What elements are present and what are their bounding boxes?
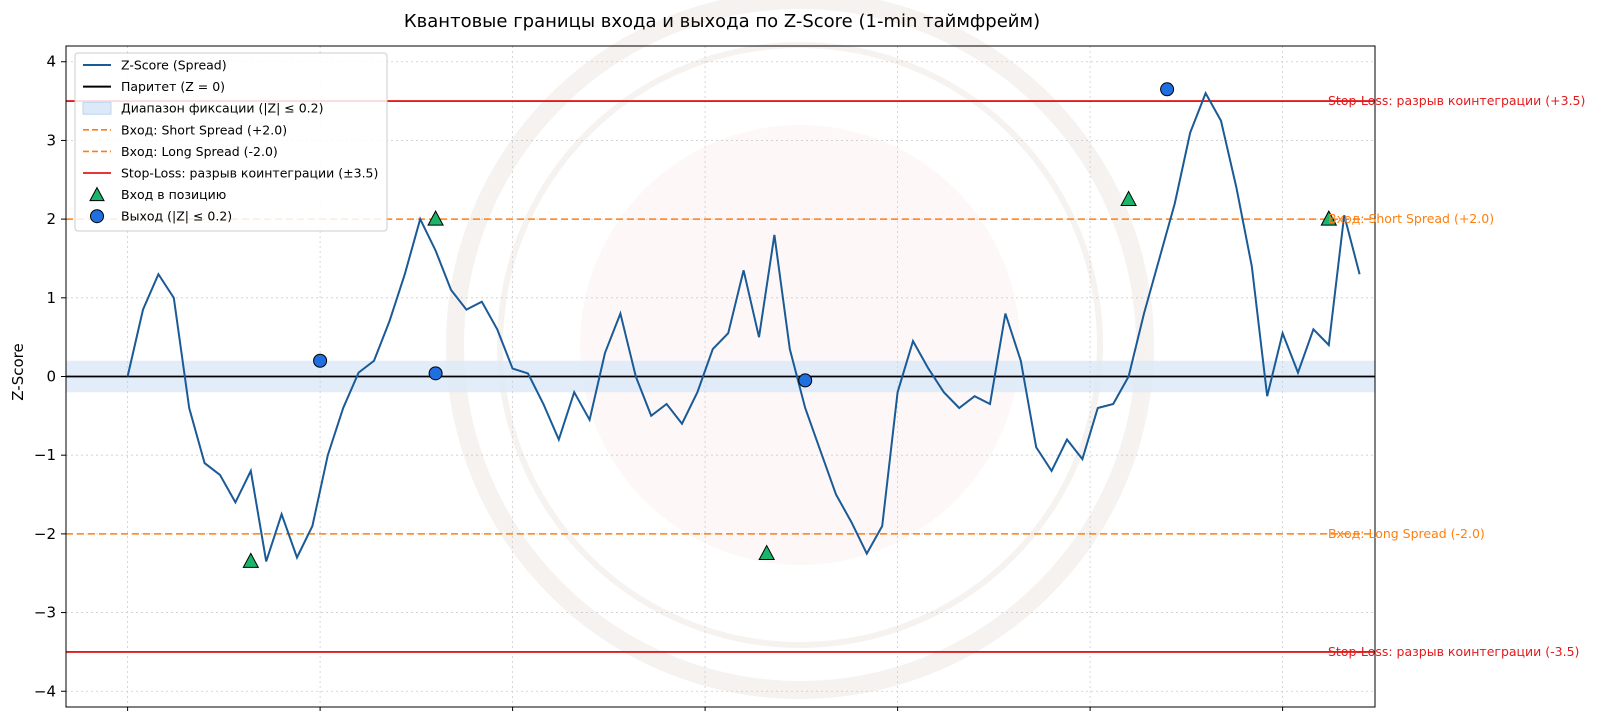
y-tick-label: −4 bbox=[34, 682, 56, 700]
legend-box bbox=[74, 52, 388, 232]
legend-label: Вход: Short Spread (+2.0) bbox=[121, 122, 287, 137]
line-annotation: Вход: Long Spread (-2.0) bbox=[1328, 526, 1485, 541]
x-axis-ticks bbox=[127, 707, 1284, 711]
markers bbox=[242, 82, 1338, 568]
legend-label: Z-Score (Spread) bbox=[121, 58, 227, 73]
y-axis-label: Z-Score bbox=[9, 343, 27, 400]
watermark-logo bbox=[446, 0, 1154, 699]
line-annotation: Stop-Loss: разрыв коинтеграции (+3.5) bbox=[1328, 93, 1585, 108]
entry-marker bbox=[1120, 190, 1137, 206]
line-annotations: Stop-Loss: разрыв коинтеграции (+3.5) Вхо… bbox=[1328, 93, 1585, 659]
y-tick-label: −3 bbox=[34, 604, 56, 622]
legend: Z-Score (Spread) Паритет (Z = 0) Диапазон … bbox=[74, 52, 388, 232]
entry-marker bbox=[758, 544, 776, 561]
legend-label: Выход (|Z| ≤ 0.2) bbox=[121, 209, 232, 224]
legend-label: Паритет (Z = 0) bbox=[121, 79, 225, 94]
y-tick-label: 1 bbox=[46, 289, 56, 307]
legend-swatch-band bbox=[82, 101, 112, 115]
exit-marker bbox=[798, 373, 813, 388]
line-annotation: Вход: Short Spread (+2.0) bbox=[1328, 211, 1494, 226]
y-tick-label: 0 bbox=[46, 368, 56, 386]
y-tick-label: −1 bbox=[34, 446, 56, 464]
entry-marker bbox=[242, 552, 260, 568]
entry-marker bbox=[427, 210, 444, 226]
exit-marker bbox=[313, 353, 328, 368]
zscore-line bbox=[126, 90, 1361, 562]
exit-marker bbox=[1160, 82, 1175, 97]
y-tick-label: 2 bbox=[46, 210, 56, 228]
legend-label: Stop-Loss: разрыв коинтеграции (±3.5) bbox=[121, 166, 378, 181]
legend-label: Вход: Long Spread (-2.0) bbox=[121, 144, 278, 159]
y-tick-label: −2 bbox=[34, 525, 56, 543]
y-axis-ticks: 4 3 2 1 0 −1 −2 −3 −4 bbox=[34, 53, 66, 700]
y-tick-label: 4 bbox=[46, 53, 56, 71]
legend-swatch-circle bbox=[90, 209, 104, 224]
legend-label: Диапазон фиксации (|Z| ≤ 0.2) bbox=[121, 101, 323, 116]
exit-marker bbox=[428, 366, 443, 381]
chart-title: Квантовые границы входа и выхода по Z-Sc… bbox=[404, 11, 1040, 32]
line-annotation: Stop-Loss: разрыв коинтеграции (-3.5) bbox=[1328, 644, 1579, 659]
entry-marker bbox=[1320, 210, 1338, 226]
y-tick-label: 3 bbox=[46, 131, 56, 149]
legend-swatch-triangle bbox=[89, 186, 105, 202]
legend-label: Вход в позицию bbox=[121, 187, 226, 202]
